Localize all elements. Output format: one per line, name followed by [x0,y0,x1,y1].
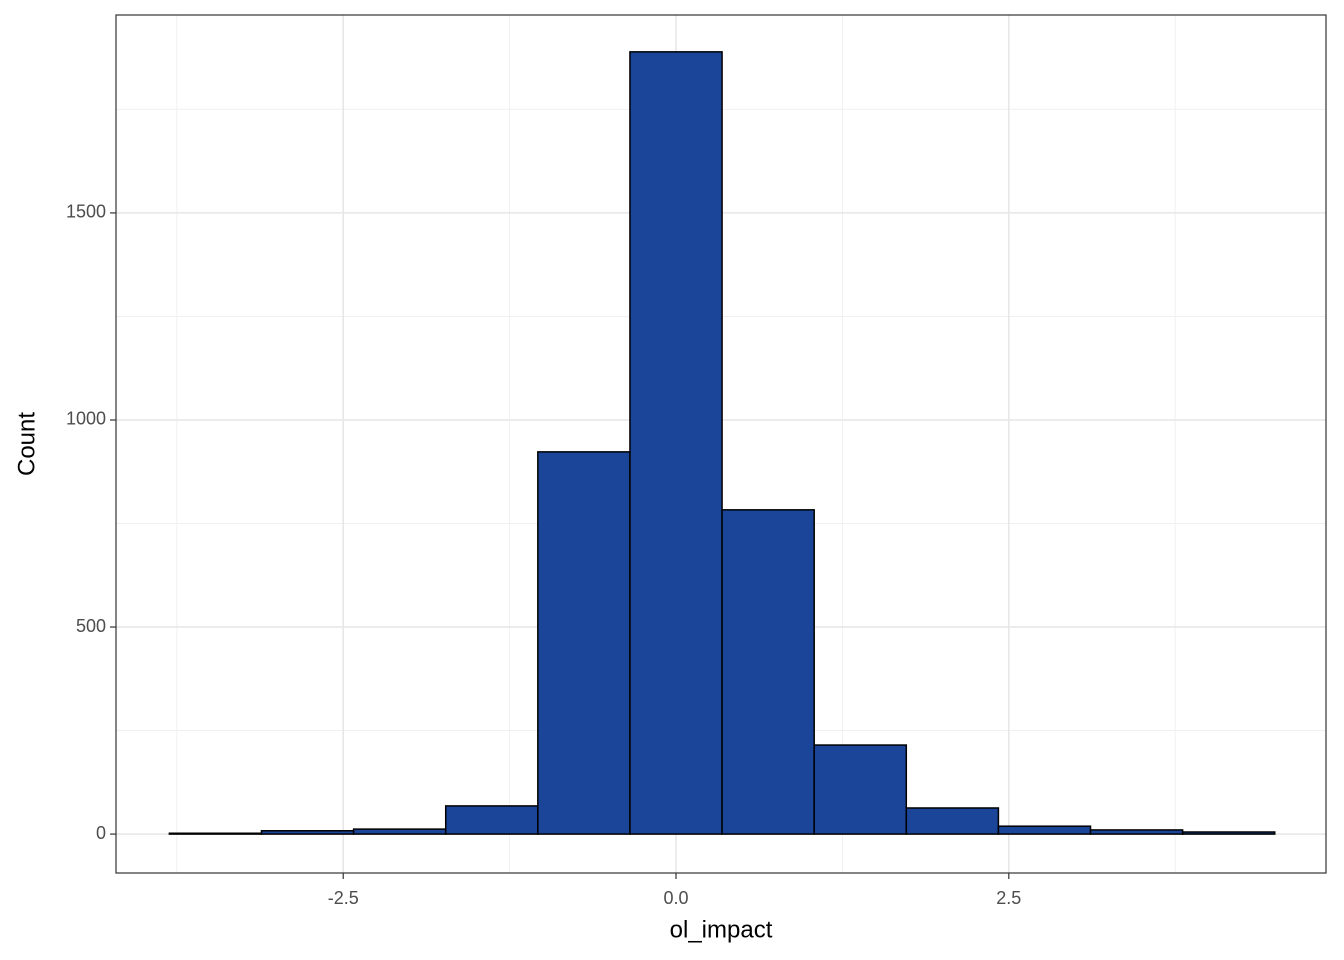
panel-border [115,14,1327,874]
bar [1089,829,1184,835]
bar [1181,831,1276,835]
bar [352,828,447,835]
x-tick-label: 2.5 [996,888,1021,908]
bars [168,51,1276,835]
bar [721,509,815,835]
bar [813,744,908,835]
bar [168,832,263,835]
axes: -2.5 0.0 2.5 0 500 1000 1500 [66,202,1021,908]
y-tick-label: 0 [96,823,106,843]
bar [905,807,1000,835]
y-tick-label: 1000 [66,409,106,429]
x-tick-label: 0.0 [663,888,688,908]
bar [444,805,539,835]
y-axis-title: Count [13,412,40,476]
bar [537,451,631,835]
y-tick-label: 1500 [66,202,106,222]
y-tick-label: 500 [76,616,106,636]
bar [629,51,723,835]
x-axis-title: ol_impact [670,916,773,943]
bar [260,830,355,835]
x-tick-label: -2.5 [328,888,359,908]
bar [997,825,1092,835]
